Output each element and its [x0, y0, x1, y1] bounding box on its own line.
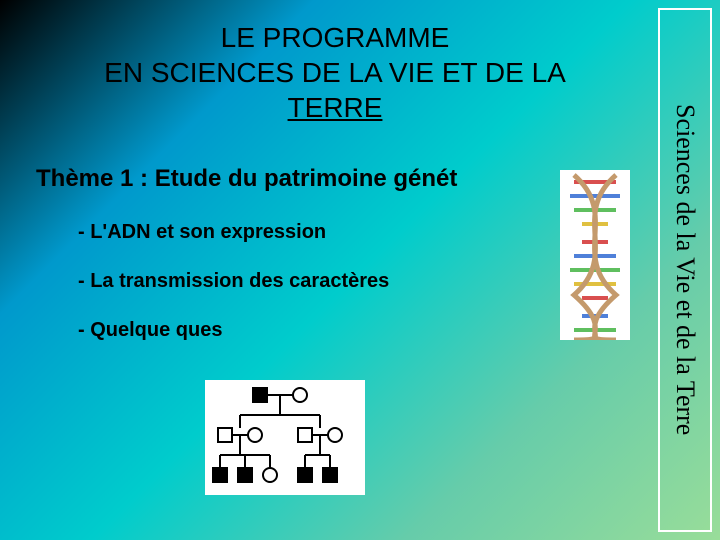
bullet-item: - L'ADN et son expression: [78, 221, 640, 244]
sidebar: Sciences de la Vie et de la Terre: [658, 8, 712, 532]
slide-title: LE PROGRAMME EN SCIENCES DE LA VIE ET DE…: [30, 20, 640, 125]
title-line-2: EN SCIENCES DE LA VIE ET DE LA: [30, 55, 640, 90]
theme-heading: Thème 1 : Etude du patrimoine génét: [36, 165, 640, 193]
title-line-1: LE PROGRAMME: [30, 20, 640, 55]
bullet-list: - L'ADN et son expression - La transmiss…: [78, 221, 640, 342]
slide: Sciences de la Vie et de la Terre LE PRO…: [0, 0, 720, 540]
bullet-item: - Quelque ques: [78, 319, 640, 342]
pedigree-graphic: [200, 380, 370, 495]
sidebar-label: Sciences de la Vie et de la Terre: [670, 104, 700, 435]
dna-helix-graphic: [560, 170, 630, 340]
title-line-3: TERRE: [30, 90, 640, 125]
bullet-item: - La transmission des caractères: [78, 270, 640, 293]
content-area: LE PROGRAMME EN SCIENCES DE LA VIE ET DE…: [30, 20, 640, 368]
